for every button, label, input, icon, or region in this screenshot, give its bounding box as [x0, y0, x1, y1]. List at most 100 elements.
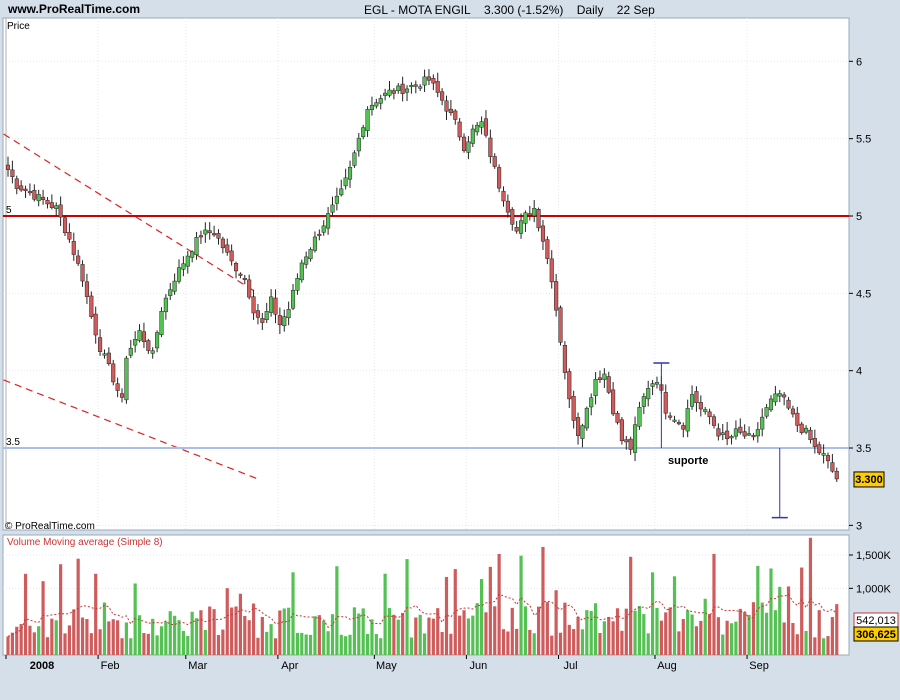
- volume-bar: [216, 634, 221, 655]
- candle: [312, 231, 317, 253]
- volume-bar: [699, 620, 703, 655]
- candle: [304, 251, 309, 269]
- candle: [260, 312, 265, 331]
- volume-bar: [308, 634, 313, 655]
- volume-bar: [287, 607, 291, 655]
- candle-body: [646, 388, 651, 400]
- volume-bar: [72, 609, 76, 655]
- volume-bar: [344, 636, 348, 655]
- volume-bar: [251, 603, 256, 655]
- price-panel: [2, 17, 850, 531]
- candle-body: [374, 102, 379, 107]
- candle: [383, 88, 388, 101]
- candle: [576, 412, 581, 445]
- candle: [242, 274, 247, 285]
- volume-bar: [738, 608, 742, 655]
- candle: [190, 250, 195, 263]
- volume-bar: [89, 633, 93, 655]
- candle-body: [694, 391, 699, 404]
- candle-body: [510, 209, 515, 225]
- candle-body: [764, 407, 769, 417]
- volume-bar: [365, 633, 370, 655]
- candle: [84, 273, 89, 304]
- candle: [790, 405, 795, 418]
- candle: [698, 395, 703, 417]
- candle-body: [431, 77, 436, 84]
- candle-body: [137, 330, 142, 341]
- candle: [523, 210, 528, 233]
- candle: [326, 207, 331, 235]
- volume-bar: [515, 628, 519, 655]
- candle: [181, 256, 186, 277]
- candle-body: [457, 121, 462, 138]
- candle: [49, 194, 54, 210]
- volume-bar: [392, 614, 396, 655]
- candle: [624, 435, 629, 450]
- candle: [282, 309, 287, 332]
- volume-bar: [598, 632, 602, 655]
- site-name: www.ProRealTime.com: [8, 2, 141, 16]
- candle-body: [176, 267, 182, 282]
- candle: [510, 207, 515, 231]
- time-tick-label: Jul: [563, 660, 577, 672]
- candle-body: [681, 425, 686, 430]
- volume-value-tag: 306,625: [853, 626, 899, 642]
- volume-bar: [208, 606, 212, 655]
- last-price-tag-box: [853, 471, 885, 488]
- candle-body: [825, 455, 831, 462]
- candle-body: [742, 431, 747, 437]
- candle: [799, 421, 804, 435]
- candle: [334, 187, 339, 211]
- volume-bar: [501, 629, 506, 655]
- candle-body: [786, 399, 791, 409]
- candle-body: [321, 225, 326, 233]
- candle: [159, 307, 164, 338]
- candle: [650, 379, 655, 396]
- candle: [168, 283, 173, 300]
- candle-body: [168, 289, 173, 296]
- candle-body: [624, 439, 629, 443]
- candle-body: [128, 347, 133, 356]
- volume-bar: [54, 620, 58, 655]
- time-tick-label: Sep: [749, 660, 769, 672]
- volume-bar: [436, 608, 440, 655]
- candle-body: [172, 280, 177, 292]
- candle-body: [251, 296, 256, 314]
- candle: [558, 305, 563, 346]
- volume-bar: [822, 638, 826, 655]
- volume-bar: [352, 607, 357, 655]
- candle-body: [71, 241, 76, 255]
- candle-body: [198, 235, 203, 238]
- candle: [606, 371, 611, 394]
- candle: [203, 222, 208, 243]
- candle-body: [304, 256, 309, 265]
- volume-bar: [444, 576, 449, 655]
- candle-body: [98, 337, 103, 352]
- volume-value-tag-box: [853, 626, 899, 642]
- candle-body: [273, 297, 278, 315]
- volume-bar: [164, 621, 168, 655]
- candle-body: [545, 239, 550, 259]
- chart-period: Daily: [576, 3, 604, 17]
- candle: [580, 423, 585, 448]
- volume-bar: [769, 568, 773, 655]
- candle-body: [795, 412, 800, 426]
- candle-body: [663, 392, 668, 414]
- candle-body: [27, 191, 32, 194]
- candle-body: [36, 194, 41, 202]
- volume-bar: [510, 607, 514, 655]
- candle-body: [242, 277, 247, 280]
- candle: [233, 261, 239, 279]
- candle-body: [790, 408, 795, 415]
- volume-bar: [686, 610, 690, 655]
- candle-body: [733, 428, 738, 437]
- candle: [269, 289, 274, 317]
- candle: [216, 229, 221, 245]
- volume-bar: [488, 566, 492, 655]
- volume-bar: [80, 617, 85, 655]
- candle-body: [567, 371, 572, 400]
- candle: [238, 272, 243, 279]
- candle-body: [317, 233, 322, 236]
- instrument-symbol: EGL - MOTA ENGIL: [364, 3, 471, 17]
- candle: [777, 389, 782, 403]
